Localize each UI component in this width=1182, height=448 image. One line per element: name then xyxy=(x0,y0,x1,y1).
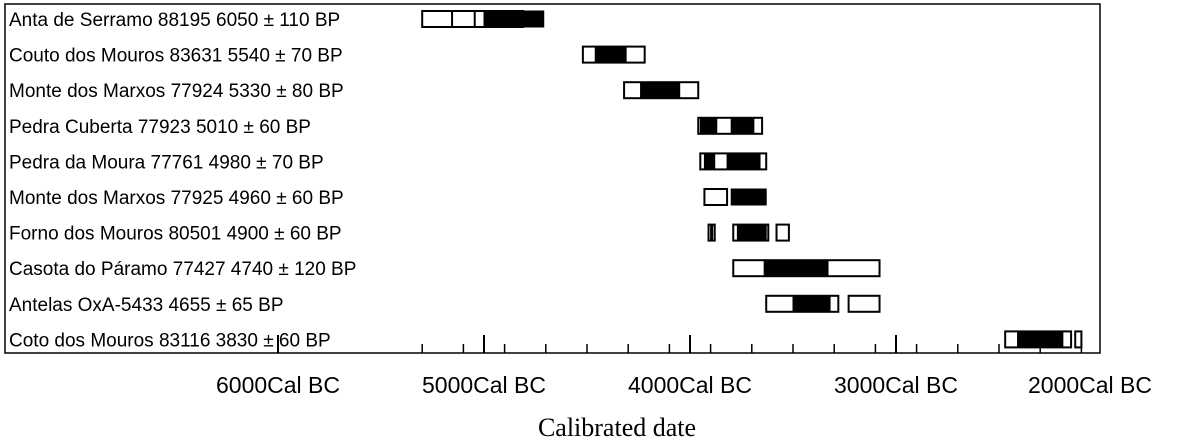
one-sigma-range-box xyxy=(792,295,831,313)
one-sigma-range-box xyxy=(710,224,714,242)
date-row: Couto dos Mouros 83631 5540 ± 70 BP xyxy=(9,45,646,67)
x-tick-label: 2000Cal BC xyxy=(1028,372,1152,398)
date-row: Anta de Serramo 88195 6050 ± 110 BP xyxy=(9,10,545,31)
date-row: Antelas OxA-5433 4655 ± 65 BP xyxy=(9,294,881,316)
plot-frame-group xyxy=(4,3,1101,354)
one-sigma-range-box xyxy=(703,152,716,170)
row-label: Forno dos Mouros 80501 4900 ± 60 BP xyxy=(9,224,342,245)
row-label: Couto dos Mouros 83631 5540 ± 70 BP xyxy=(9,46,343,67)
date-row: Monte dos Marxos 77925 4960 ± 60 BP xyxy=(9,188,767,209)
x-tick-label: 6000Cal BC xyxy=(216,372,340,398)
date-row: Pedra Cuberta 77923 5010 ± 60 BP xyxy=(9,116,764,138)
one-sigma-range-box xyxy=(483,10,545,28)
x-tick-label: 5000Cal BC xyxy=(422,372,546,398)
date-row: Forno dos Mouros 80501 4900 ± 60 BP xyxy=(9,223,790,245)
one-sigma-range-box xyxy=(594,46,627,64)
x-tick-label: 4000Cal BC xyxy=(628,372,752,398)
date-row: Coto dos Mouros 83116 3830 ± 60 BP xyxy=(9,330,1083,351)
x-axis-tick-labels: 6000Cal BC 5000Cal BC 4000Cal BC 3000Cal BC… xyxy=(216,372,1152,398)
row-label: Casota do Páramo 77427 4740 ± 120 BP xyxy=(9,259,356,280)
two-sigma-range-box xyxy=(847,294,881,313)
date-row: Monte dos Marxos 77924 5330 ± 80 BP xyxy=(9,81,700,102)
two-sigma-range-box xyxy=(1074,330,1083,349)
date-row: Casota do Páramo 77427 4740 ± 120 BP xyxy=(9,259,881,280)
row-label: Monte dos Marxos 77925 4960 ± 60 BP xyxy=(9,188,344,209)
two-sigma-range-box xyxy=(451,10,476,28)
rows-group: Anta de Serramo 88195 6050 ± 110 BP Couto… xyxy=(9,10,1083,351)
two-sigma-range-box xyxy=(775,223,790,242)
one-sigma-range-box xyxy=(730,117,755,135)
one-sigma-range-box xyxy=(763,259,829,277)
date-row: Pedra da Moura 77761 4980 ± 70 BP xyxy=(9,152,768,173)
x-axis-ticks xyxy=(277,335,1083,353)
row-label: Monte dos Marxos 77924 5330 ± 80 BP xyxy=(9,81,344,102)
one-sigma-range-box xyxy=(736,224,767,242)
row-label: Pedra Cuberta 77923 5010 ± 60 BP xyxy=(9,117,311,138)
one-sigma-range-box xyxy=(730,188,767,206)
two-sigma-range-box xyxy=(703,188,729,206)
row-label: Anta de Serramo 88195 6050 ± 110 BP xyxy=(9,10,340,31)
one-sigma-range-box xyxy=(640,81,681,99)
one-sigma-range-box xyxy=(699,117,718,135)
plot-frame xyxy=(4,3,1101,354)
row-label: Coto dos Mouros 83116 3830 ± 60 BP xyxy=(9,330,331,351)
row-label: Pedra da Moura 77761 4980 ± 70 BP xyxy=(9,152,324,173)
one-sigma-range-box xyxy=(726,152,761,170)
x-axis-title: Calibrated date xyxy=(538,413,696,442)
x-tick-label: 3000Cal BC xyxy=(834,372,958,398)
row-label: Antelas OxA-5433 4655 ± 65 BP xyxy=(9,295,284,316)
